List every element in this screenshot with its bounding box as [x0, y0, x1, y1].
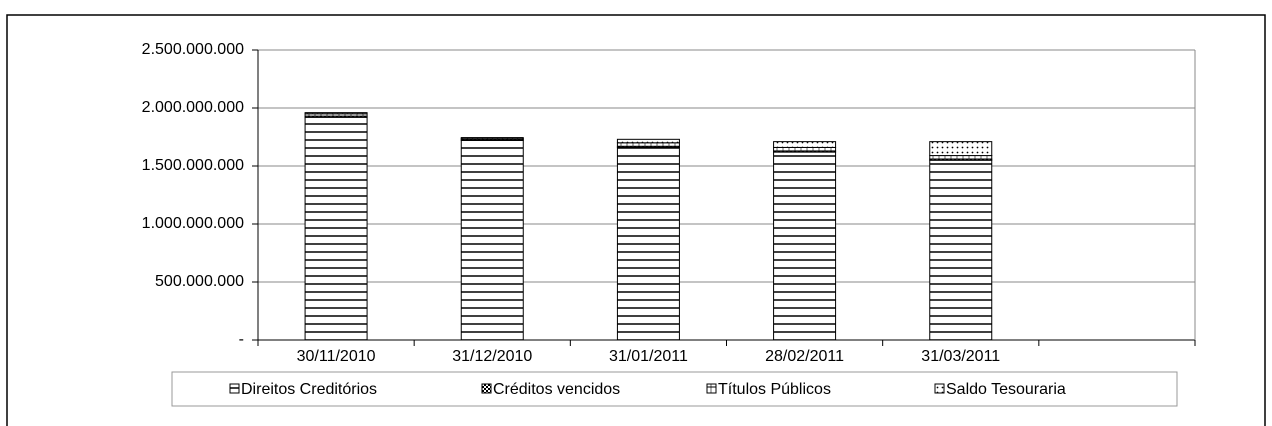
bar-segment — [460, 139, 524, 341]
y-tick-label: 1.000.000.000 — [142, 215, 244, 232]
frame — [6, 14, 1266, 426]
legend-box — [171, 371, 1178, 407]
bar-segment — [929, 141, 993, 157]
bar-segment — [616, 146, 680, 341]
x-tick-label: 30/11/2010 — [297, 348, 376, 365]
legend-swatch — [481, 383, 492, 394]
legend-swatch — [934, 383, 945, 394]
bar-segment — [616, 142, 680, 147]
y-tick-label: 2.000.000.000 — [142, 99, 244, 116]
legend-label: Títulos Públicos — [718, 381, 831, 398]
bar-segment — [773, 141, 837, 148]
y-tick-label: - — [239, 331, 244, 348]
y-tick-label: 500.000.000 — [155, 273, 244, 290]
y-tick-label: 2.500.000.000 — [142, 41, 244, 58]
x-tick-label: 31/12/2010 — [452, 348, 532, 365]
bar-segment — [304, 116, 368, 341]
legend-swatch — [706, 383, 717, 394]
x-tick-label: 31/03/2011 — [921, 348, 1000, 365]
legend-label: Créditos vencidos — [493, 381, 620, 398]
bar-segment — [773, 151, 837, 341]
bar-segment — [929, 159, 993, 341]
bar-segment — [773, 146, 837, 152]
x-tick-label: 28/02/2011 — [765, 348, 844, 365]
bar-segment — [460, 137, 524, 140]
legend-label: Direitos Creditórios — [241, 381, 377, 398]
bar-segment — [616, 138, 680, 144]
y-tick-label: 1.500.000.000 — [142, 157, 244, 174]
legend-swatch — [229, 383, 240, 394]
bar-segment — [929, 155, 993, 160]
bar-segment — [304, 112, 368, 115]
legend-label: Saldo Tesouraria — [946, 381, 1066, 398]
x-tick-label: 31/01/2011 — [609, 348, 688, 365]
